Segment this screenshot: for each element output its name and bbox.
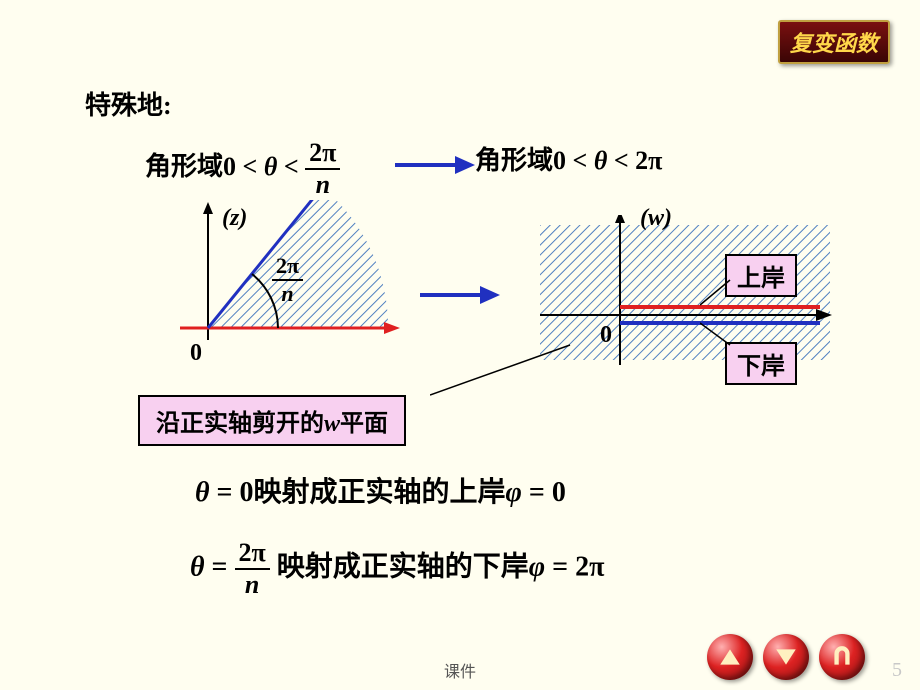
m3: < 2π [607,146,662,175]
z-plane-label: (z) [222,205,247,232]
b2-den: n [235,570,270,598]
angle-domain-left: 角形域0 < θ < 2π n [145,140,340,198]
af-den: n [272,281,303,305]
title-badge: 复变函数 [778,20,890,64]
section-title: 特殊地: [85,85,172,122]
frac-num: 2π [305,140,340,170]
maps-to-arrow-2 [420,280,500,310]
z-origin-label: 0 [190,340,202,367]
angle-domain-right: 角形域0 < θ < 2π [475,140,662,177]
b2-mid: 映射成正实轴的下岸 [277,551,529,582]
u-turn-icon [829,644,855,670]
mapping-line-1: θ = 0映射成正实轴的上岸φ = 0 [195,470,566,510]
b2-theta: θ [190,551,205,582]
note-var: w [324,411,340,437]
mapping-line-2: θ = 2π n 映射成正实轴的下岸φ = 2π [190,540,604,598]
page-number: 5 [892,659,902,682]
badge-text: 复变函数 [790,31,878,56]
m1: < [277,152,305,181]
note-post: 平面 [340,411,388,437]
upper-leader [700,275,740,310]
up-triangle-icon [717,644,743,670]
af-num: 2π [272,255,303,281]
b2-eq: = [205,551,235,582]
nav-return-button[interactable] [819,634,865,680]
b1-theta: θ [195,477,210,508]
text-prefix2: 角形域 [475,146,553,175]
note-pre: 沿正实轴剪开的 [156,411,324,437]
w-origin-label: 0 [600,322,612,349]
theta: θ [264,152,278,181]
lower-leader [700,320,740,350]
frac-den: n [305,170,340,198]
w-plane-label: (w) [640,205,672,232]
z-plane-diagram [130,200,410,370]
b1-mid: 映射成正实轴的上岸 [254,477,506,508]
nav-prev-button[interactable] [707,634,753,680]
b1-phi: φ [506,477,522,508]
nav-button-group [707,634,865,680]
b2-phi: φ [529,551,545,582]
nav-next-button[interactable] [763,634,809,680]
down-triangle-icon [773,644,799,670]
m0: 0 < [223,152,264,181]
maps-to-arrow-1 [395,150,475,180]
b2-num: 2π [235,540,270,570]
cut-plane-note: 沿正实轴剪开的w平面 [138,395,406,446]
text-prefix: 角形域 [145,152,223,181]
b1-eq: = 0 [210,477,254,508]
b2-peq: = 2π [545,551,604,582]
note-leader [430,340,590,400]
b1-peq: = 0 [522,477,566,508]
fraction-2pi-n: 2π n [305,140,340,198]
m2: 0 < [553,146,594,175]
theta2: θ [594,146,608,175]
angle-fraction: 2π n [272,255,303,305]
